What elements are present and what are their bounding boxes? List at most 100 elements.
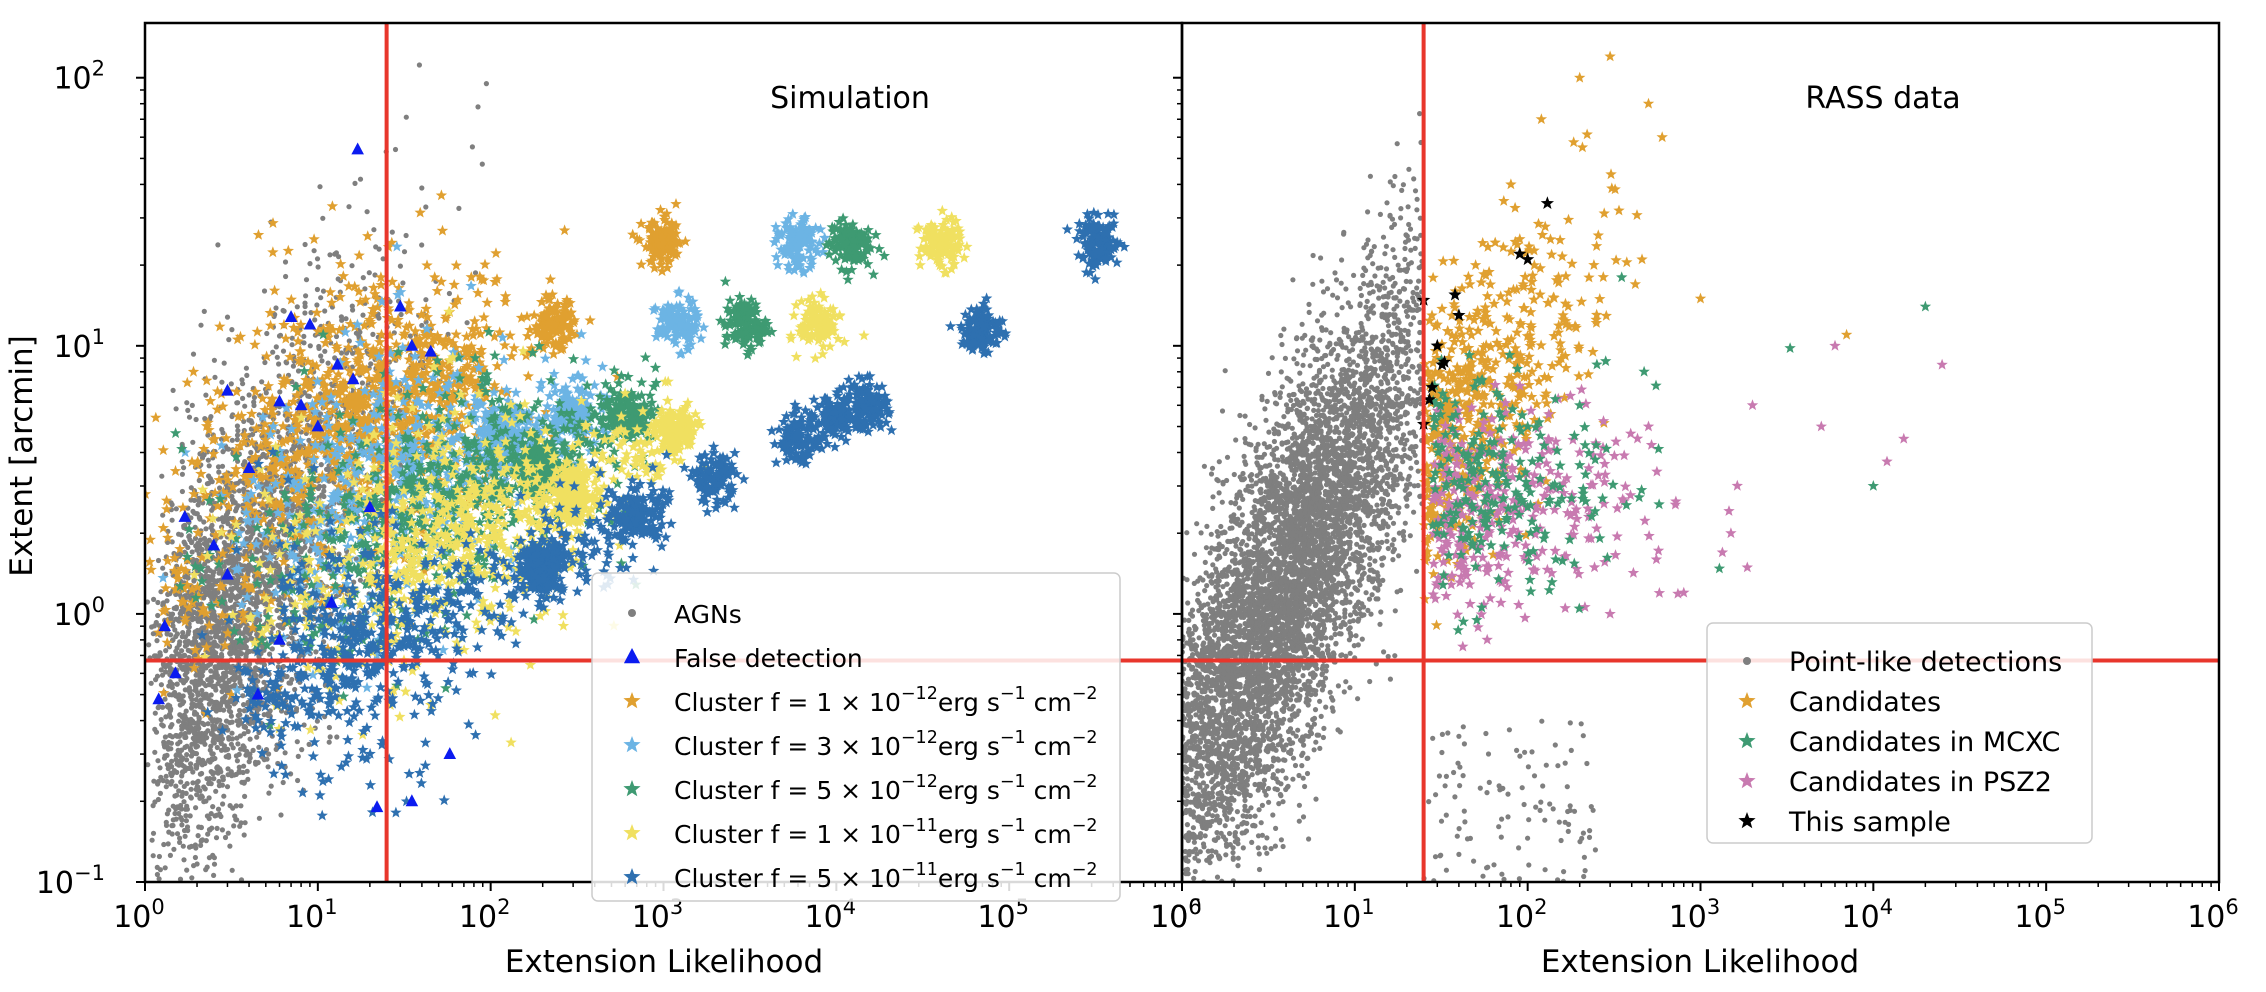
agn-point [389,229,395,235]
agn-point [241,418,247,424]
agn-point [206,855,212,861]
agn-point [336,551,342,557]
agn-point [150,853,156,859]
agn-point [176,810,182,817]
agn-point [401,249,408,255]
agn-point [183,818,189,824]
agn-point [216,665,222,671]
agn-point [472,270,479,276]
cluster-star [479,258,491,270]
agn-point [173,506,179,512]
agn-point [232,650,238,656]
agn-point [301,722,307,728]
agn-point [152,749,158,755]
agn-point [288,598,294,604]
agn-point [321,488,327,494]
agn-point [475,104,481,110]
agn-point [181,799,187,805]
agn-point [221,515,227,521]
agn-point [281,308,287,314]
agn-point [163,664,169,670]
agn-point [192,524,198,530]
agn-point [276,333,283,339]
agn-point [219,463,226,469]
agn-point [302,241,308,248]
agn-point [307,261,313,267]
cluster-star [334,258,347,269]
agn-point [479,161,485,167]
cluster-star [431,285,443,296]
agn-point [327,252,333,258]
agn-point [419,185,425,191]
agn-point [315,485,322,492]
agn-point [234,400,240,406]
agn-point [192,709,198,715]
agn-point [212,613,218,619]
agn-point [198,322,204,328]
agn-point [221,707,227,713]
agn-point [316,343,322,350]
agn-point [180,630,186,636]
cluster-star [362,230,374,241]
agn-point [188,539,195,546]
agn-point [229,437,235,443]
agn-point [204,735,210,741]
agn-point [176,805,182,811]
agn-point [312,317,318,323]
agn-point [198,842,204,849]
agn-point [181,857,187,863]
agn-point [164,598,170,604]
agn-point [423,204,429,210]
agn-point [235,594,241,600]
agn-point [152,710,158,716]
agn-point [198,824,204,831]
cluster-star [435,189,448,201]
agn-point [155,599,161,606]
cluster-star [584,314,596,326]
agn-point [207,568,213,574]
agn-point [164,811,170,817]
agn-point [245,648,251,654]
agn-point [227,597,234,604]
agn-point [199,692,205,698]
agn-point [235,722,241,728]
cluster-star [285,293,297,305]
agn-point [270,349,276,355]
agn-point [195,784,201,790]
agn-point [212,374,218,380]
agn-point [146,642,152,648]
agn-point [244,748,250,755]
agn-point [188,717,194,723]
agn-point [193,751,200,757]
agn-point [311,248,317,254]
agn-point [208,692,214,698]
agn-point [242,820,248,826]
agn-point [241,702,247,708]
agn-point [332,355,338,361]
agn-point [193,702,199,708]
agn-point [256,744,262,750]
agn-point [159,672,166,678]
agn-point [182,734,188,741]
agn-point [218,651,225,658]
agn-point [195,671,201,678]
agn-point [274,354,280,360]
agn-point [165,841,171,847]
agn-point [284,417,290,423]
agn-point [231,772,237,778]
agn-point [298,549,304,555]
agn-point [416,62,422,68]
agn-point [186,687,192,693]
agn-point [197,771,203,777]
agn-point [205,636,211,642]
agn-point [242,793,248,800]
agn-point [150,803,156,809]
agn-point [265,764,271,770]
cluster-star [267,246,279,258]
agn-point [179,488,185,495]
agn-point [211,872,217,879]
agn-point [302,303,308,310]
agn-point [162,696,168,702]
agn-point [359,380,365,386]
agn-point [214,734,220,740]
